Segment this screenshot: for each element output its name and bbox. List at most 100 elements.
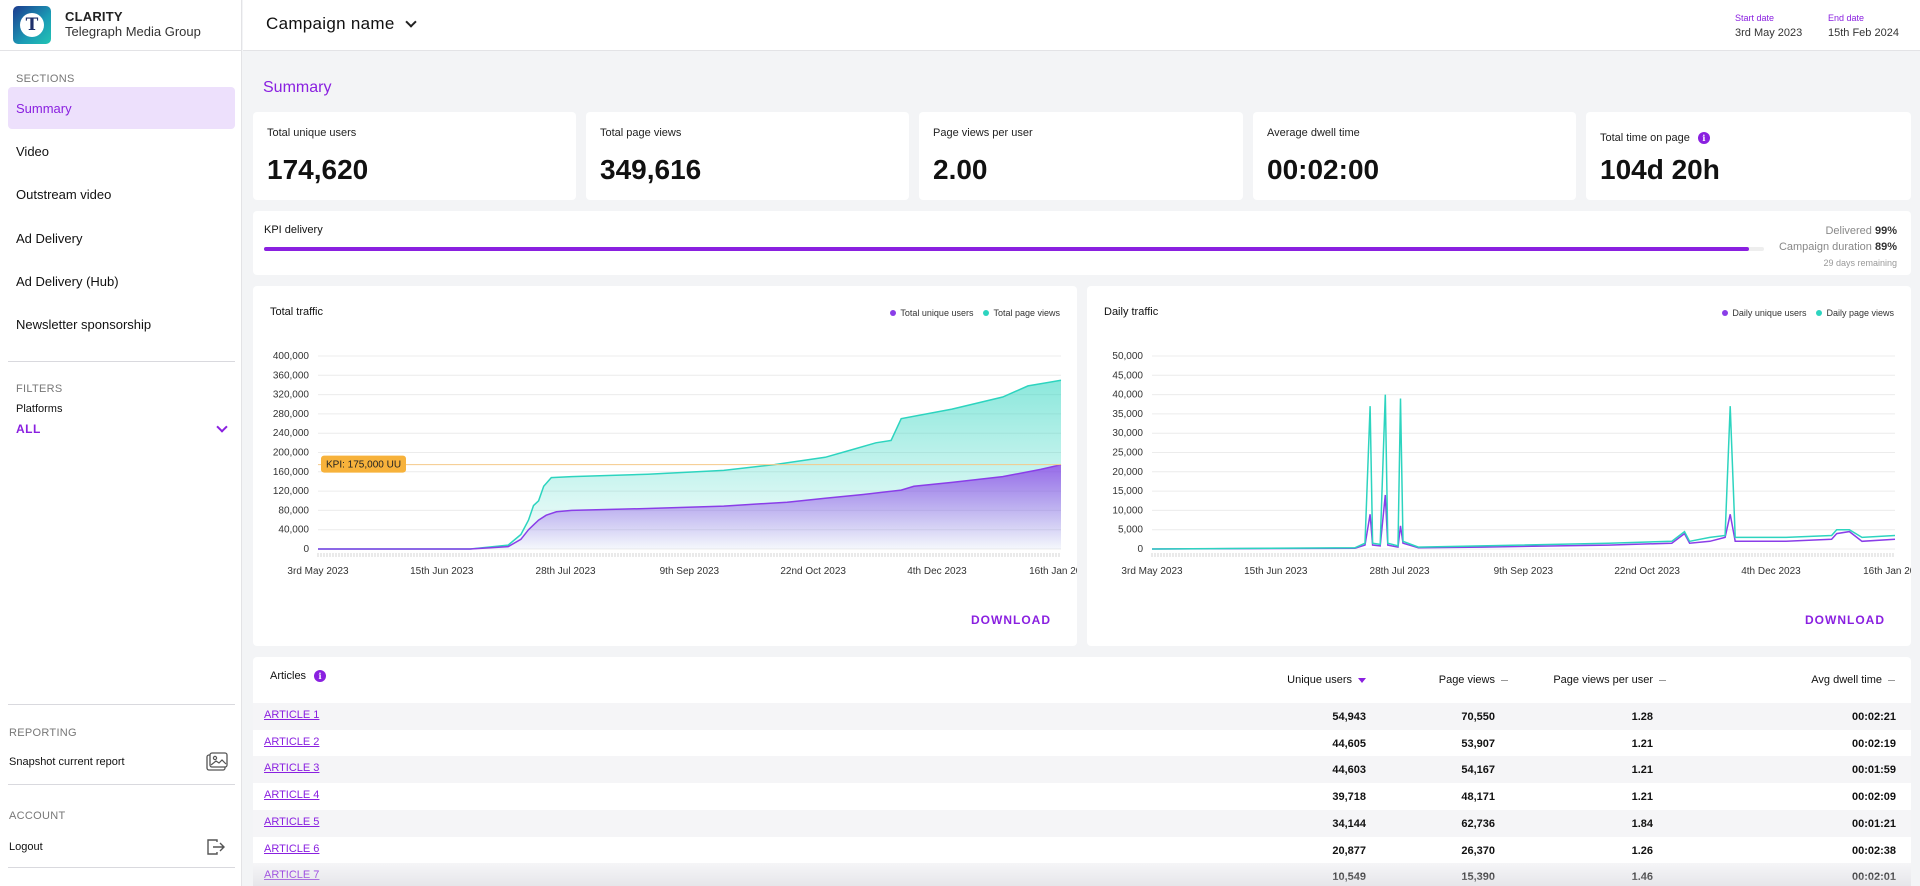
legend-item[interactable]: Total page views [983,308,1060,318]
sidebar-divider [8,784,235,785]
column-header-avg-dwell-time[interactable]: Avg dwell time [1811,674,1895,686]
end-date[interactable]: End date 15th Feb 2024 [1828,13,1899,39]
y-tick-label: 120,000 [273,486,310,497]
duration-value: 89% [1874,241,1897,253]
delivered-label: Delivered [1825,225,1872,237]
y-tick-label: 0 [1137,544,1143,555]
brand-name: CLARITY [65,9,123,25]
legend-item[interactable]: Daily page views [1816,308,1894,318]
delivered-value: 99% [1874,225,1897,237]
sidebar-item-ad-delivery[interactable]: Ad Delivery [16,230,83,246]
avg-dwell-time-cell: 00:02:01 [1851,871,1896,884]
campaign-selector[interactable]: Campaign name [266,14,417,34]
unique-users-cell: 54,943 [1332,711,1366,723]
logout-icon [207,839,225,855]
stat-card-total-time-on-page: Total time on page i 104d 20h [1586,112,1911,200]
x-tick-label: 28th Jul 2023 [536,566,596,577]
sort-none-icon [1501,679,1508,681]
sidebar-item-outstream-video[interactable]: Outstream video [16,186,112,202]
end-date-label: End date [1828,13,1865,23]
sidebar: T CLARITY Telegraph Media Group SECTIONS… [0,0,242,886]
stat-label: Page views per user [933,127,1033,139]
reporting-label: REPORTING [9,727,77,739]
articles-title: Articles [270,670,307,682]
article-link[interactable]: ARTICLE 6 [264,842,320,855]
download-button[interactable]: DOWNLOAD [1805,613,1885,627]
y-tick-label: 160,000 [273,467,310,478]
column-label: Page views per user [1553,674,1653,686]
legend-item[interactable]: Daily unique users [1722,308,1806,318]
legend-label: Daily unique users [1732,308,1807,318]
x-tick-label: 3rd May 2023 [287,566,349,577]
series-line[interactable] [1151,494,1896,550]
stat-card-unique-users: Total unique users 174,620 [253,112,576,200]
chevron-down-icon [216,421,228,433]
filters-label: FILTERS [16,383,63,395]
days-remaining: 29 days remaining [1823,258,1897,268]
y-tick-label: 0 [303,544,309,555]
article-link[interactable]: ARTICLE 4 [264,789,320,802]
kpi-summary: Delivered 99% Campaign duration 89% 29 d… [1779,223,1897,271]
page-views-cell: 54,167 [1461,764,1495,777]
legend-item[interactable]: Total unique users [890,308,973,318]
stat-value: 104d 20h [1600,154,1720,185]
kpi-badge-label: KPI: 175,000 UU [326,460,401,471]
y-tick-label: 5,000 [1118,525,1143,536]
x-tick-label: 22nd Oct 2023 [1614,566,1680,577]
info-icon[interactable]: i [1697,132,1710,144]
column-label: Unique users [1287,674,1352,686]
articles-header: Articles i [270,670,327,682]
table-row: ARTICLE 3 44,603 54,167 1.21 00:01:59 [253,756,1911,784]
article-link[interactable]: ARTICLE 2 [264,735,320,748]
article-link[interactable]: ARTICLE 1 [264,709,320,721]
kpi-progress-bar [264,247,1764,251]
article-link[interactable]: ARTICLE 7 [264,869,320,882]
info-icon[interactable]: i [314,670,327,682]
x-tick-label: 4th Dec 2023 [1741,566,1801,577]
sidebar-divider [8,361,235,362]
logout-button[interactable]: Logout [9,838,234,856]
sidebar-item-video[interactable]: Video [16,143,50,159]
y-tick-label: 80,000 [278,505,309,516]
start-date[interactable]: Start date 3rd May 2023 [1735,13,1802,39]
telegraph-logo-icon: T [13,6,51,44]
stat-label: Total page views [600,127,682,139]
chart-title: Total traffic [270,306,323,318]
stat-value: 349,616 [600,154,702,185]
stat-value: 00:02:00 [1267,154,1380,185]
stat-value: 174,620 [267,154,369,185]
x-tick-label: 9th Sep 2023 [1494,566,1554,577]
unique-users-cell: 10,549 [1332,871,1366,884]
column-header-page-views-per-user[interactable]: Page views per user [1553,674,1666,686]
table-row: ARTICLE 7 10,549 15,390 1.46 00:02:01 [253,863,1911,886]
snapshot-report-button[interactable]: Snapshot current report [9,752,234,772]
page-views-per-user-cell: 1.46 [1631,871,1653,884]
x-tick-label: 16th Jan 2024 [1863,566,1911,577]
article-link[interactable]: ARTICLE 3 [264,762,320,775]
page-views-per-user-cell: 1.84 [1631,817,1653,830]
avg-dwell-time-cell: 00:01:59 [1851,764,1896,777]
series-line[interactable] [318,379,1062,550]
avg-dwell-time-cell: 00:02:19 [1851,737,1896,750]
page-views-per-user-cell: 1.28 [1631,711,1653,723]
image-snapshot-icon [206,752,228,771]
sidebar-item-summary[interactable]: Summary [8,87,235,129]
legend-label: Total page views [993,308,1060,318]
download-button[interactable]: DOWNLOAD [971,613,1051,627]
platforms-select[interactable]: ALL [16,421,228,436]
sidebar-item-newsletter-sponsorship[interactable]: Newsletter sponsorship [16,316,152,332]
table-row: ARTICLE 6 20,877 26,370 1.26 00:02:38 [253,837,1911,864]
column-label: Avg dwell time [1811,674,1882,686]
column-header-unique-users[interactable]: Unique users [1287,674,1366,686]
series-line[interactable] [1151,394,1896,550]
y-tick-label: 200,000 [273,448,310,459]
series-line[interactable] [318,463,1062,550]
unique-users-cell: 44,605 [1332,737,1366,750]
column-header-page-views[interactable]: Page views [1439,674,1508,686]
total-traffic-card: Total traffic Total unique users Total p… [253,286,1077,646]
sort-none-icon [1659,679,1666,681]
article-link[interactable]: ARTICLE 5 [264,815,320,828]
sidebar-divider [8,867,235,868]
sidebar-item-ad-delivery-hub[interactable]: Ad Delivery (Hub) [16,273,119,289]
stat-card-average-dwell-time: Average dwell time 00:02:00 [1253,112,1576,200]
